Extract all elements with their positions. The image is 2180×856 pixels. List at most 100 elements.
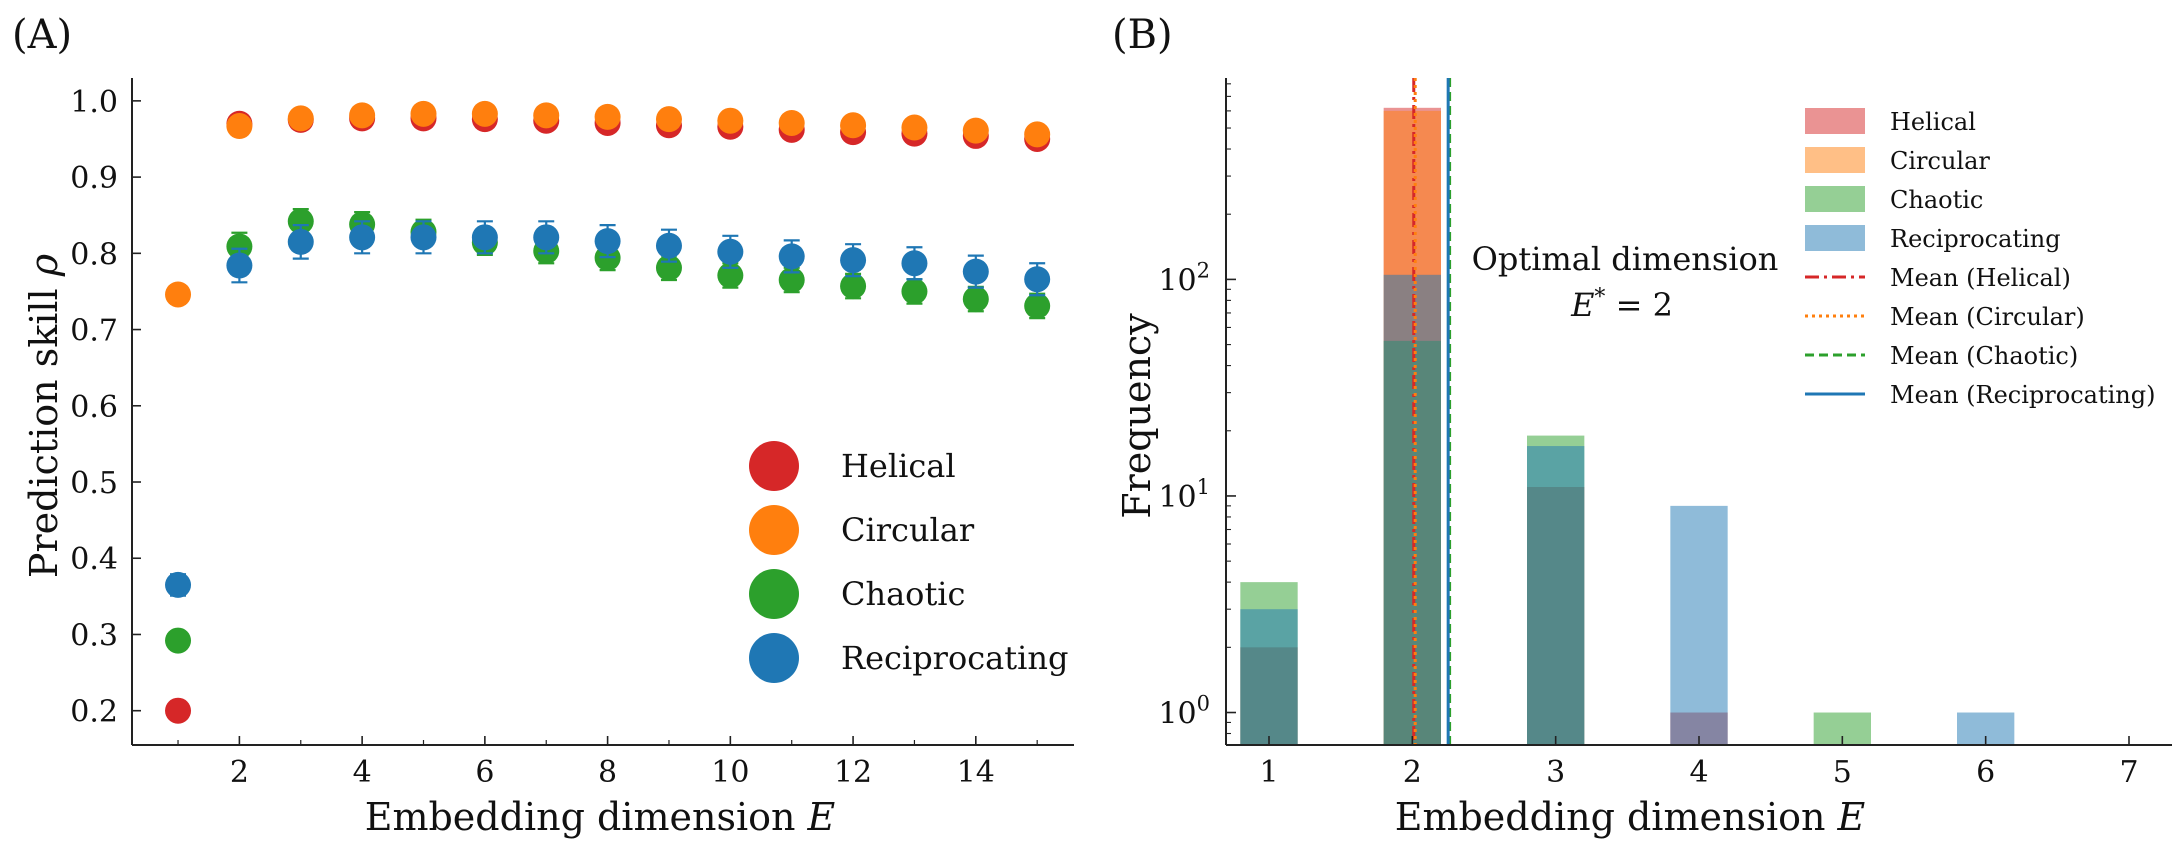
data-point <box>901 250 928 277</box>
data-point <box>226 113 253 140</box>
data-point <box>471 224 498 251</box>
panel-a-ytick-label: 0.5 <box>70 466 118 501</box>
panel-b-xlabel: Embedding dimension E <box>1395 795 1866 839</box>
panel-a-xtick-label: 6 <box>475 755 494 790</box>
data-point <box>226 233 253 260</box>
legend-patch-chaotic <box>1805 186 1865 212</box>
panel-a-label: (A) <box>12 12 72 58</box>
panel-b-ylabel: Frequency <box>1115 313 1159 519</box>
panel-b-xtick-label: 1 <box>1259 755 1278 790</box>
legend-label-circular: Circular <box>1890 147 1990 175</box>
data-point <box>410 100 437 127</box>
tick-exponent: 0 <box>1197 692 1210 716</box>
panel-a-ytick-label: 0.8 <box>70 237 118 272</box>
data-point <box>471 100 498 127</box>
data-point <box>533 102 560 129</box>
legend-patch-circular <box>1805 147 1865 173</box>
data-point <box>962 286 989 313</box>
legend-label-chaotic: Chaotic <box>841 575 965 613</box>
data-point <box>840 247 867 274</box>
legend-patch-helical <box>1805 108 1865 134</box>
series-circular <box>165 100 1051 308</box>
legend-marker-circular <box>749 505 799 555</box>
data-point <box>1024 292 1051 319</box>
series-helical <box>165 105 1051 724</box>
bar <box>1527 446 1585 745</box>
legend-marker-reciprocating <box>749 633 799 683</box>
data-point <box>165 627 192 654</box>
panel-a-ytick-label: 0.4 <box>70 542 118 577</box>
tick-base: 10 <box>1158 697 1196 732</box>
data-point <box>533 224 560 251</box>
bar <box>1240 609 1298 745</box>
panel-a-xtick-label: 14 <box>957 755 995 790</box>
legend-label-reciprocating: Reciprocating <box>841 639 1068 677</box>
data-point <box>287 228 314 255</box>
data-point <box>410 224 437 251</box>
data-point <box>778 109 805 136</box>
legend-label-helical: Helical <box>841 447 956 485</box>
tick-base: 10 <box>1158 480 1196 515</box>
data-point <box>349 102 376 129</box>
legend-label-mean-helical-: Mean (Helical) <box>1890 264 2071 292</box>
panel-a-xtick-label: 10 <box>711 755 749 790</box>
tick-exponent: 2 <box>1197 258 1210 282</box>
panel-a-legend: Helical Circular Chaotic Reciprocating <box>749 441 1068 683</box>
legend-label-mean-reciprocating-: Mean (Reciprocating) <box>1890 381 2155 409</box>
data-point <box>655 106 682 133</box>
panel-b-xtick-label: 4 <box>1689 755 1708 790</box>
legend-label-circular: Circular <box>841 511 975 549</box>
panel-b-label: (B) <box>1112 12 1173 58</box>
data-point <box>901 278 928 305</box>
bar <box>1670 505 1728 745</box>
data-point <box>717 262 744 289</box>
legend-label-mean-circular-: Mean (Circular) <box>1890 303 2085 331</box>
data-point <box>962 258 989 285</box>
tick-base: 10 <box>1158 263 1196 298</box>
data-point <box>962 117 989 144</box>
panel-b-ytick-label: 102 <box>1158 258 1210 298</box>
data-point <box>165 281 192 308</box>
legend-label-mean-chaotic-: Mean (Chaotic) <box>1890 342 2078 370</box>
annotation-line1: Optimal dimension <box>1472 240 1779 278</box>
panel-b-xtick-label: 6 <box>1976 755 1995 790</box>
panel-a-xtick-label: 12 <box>834 755 872 790</box>
data-point <box>349 224 376 251</box>
data-point <box>1024 266 1051 293</box>
panel-a-xtick-label: 4 <box>353 755 372 790</box>
data-point <box>1024 121 1051 148</box>
data-point <box>594 228 621 255</box>
data-point <box>778 243 805 270</box>
legend-label-helical: Helical <box>1890 108 1976 136</box>
panel-b-xtick-label: 2 <box>1403 755 1422 790</box>
data-point <box>778 267 805 294</box>
panel-b-xtick-label: 5 <box>1833 755 1852 790</box>
data-point <box>717 107 744 134</box>
legend-marker-helical <box>749 441 799 491</box>
data-point <box>840 112 867 139</box>
panel-b-xtick-label: 3 <box>1546 755 1565 790</box>
legend-marker-chaotic <box>749 569 799 619</box>
data-point <box>287 105 314 132</box>
data-point <box>287 208 314 235</box>
panel-b-ytick-label: 100 <box>1158 692 1210 732</box>
data-point <box>717 238 744 265</box>
panel-b-xtick-label: 7 <box>2119 755 2138 790</box>
data-point <box>594 103 621 130</box>
panel-b-ytick-label: 101 <box>1158 475 1210 515</box>
data-point <box>226 252 253 279</box>
panel-a-xlabel: Embedding dimension E <box>365 795 836 839</box>
legend-patch-reciprocating <box>1805 225 1865 251</box>
panel-b-legend: Helical Circular Chaotic Reciprocating Mean … <box>1805 108 2155 409</box>
data-point <box>901 114 928 141</box>
tick-exponent: 1 <box>1197 475 1210 499</box>
data-point <box>655 232 682 259</box>
panel-b-annotation: Optimal dimension E* = 2 <box>1472 240 1779 324</box>
series-reciprocating <box>165 220 1051 598</box>
bars-helical <box>1240 107 1728 746</box>
legend-label-reciprocating: Reciprocating <box>1890 225 2061 253</box>
panel-a-xtick-label: 2 <box>230 755 249 790</box>
panel-a-ylabel: Prediction skill ρ <box>22 253 66 578</box>
legend-label-chaotic: Chaotic <box>1890 186 1983 214</box>
